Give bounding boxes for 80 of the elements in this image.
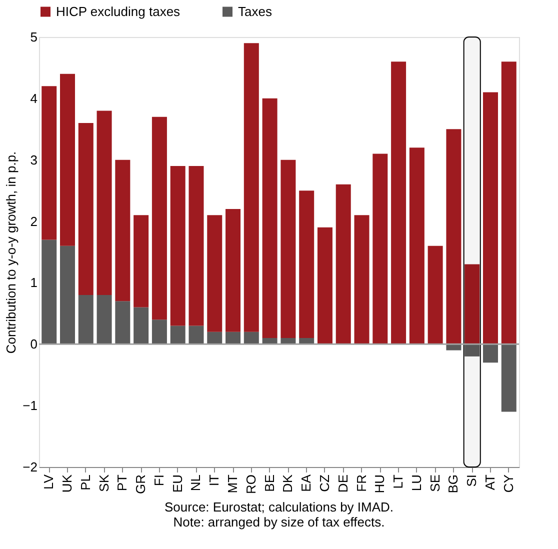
- bar: [207, 332, 222, 344]
- bar: [226, 209, 241, 332]
- bar: [226, 332, 241, 344]
- bar: [501, 344, 516, 412]
- x-tick-label: PL: [78, 474, 93, 490]
- y-axis-title: Contribution to y-o-y growth, in p.p.: [4, 151, 19, 354]
- bar: [170, 326, 186, 344]
- x-tick-label: LT: [390, 474, 406, 489]
- bar: [464, 264, 480, 344]
- x-tick-label: FI: [151, 474, 166, 486]
- x-tick-label: SE: [427, 474, 442, 492]
- bar: [78, 123, 94, 295]
- bar: [428, 246, 443, 344]
- bar: [446, 129, 462, 344]
- x-tick-label: CY: [500, 474, 516, 493]
- bar: [96, 295, 112, 344]
- y-tick-label: 0: [30, 336, 38, 352]
- bar: [244, 43, 259, 332]
- x-tick-label: SK: [96, 474, 112, 492]
- bar: [244, 332, 259, 344]
- x-tick-label: DK: [280, 474, 296, 493]
- bar: [482, 344, 498, 363]
- bar: [299, 190, 314, 338]
- legend-label: HICP excluding taxes: [56, 4, 181, 19]
- x-tick-label: LU: [408, 474, 424, 492]
- bar: [115, 301, 130, 344]
- bar: [188, 166, 204, 326]
- bar: [170, 166, 186, 326]
- y-tick-label: 4: [30, 90, 38, 106]
- text: Note: arranged by size of tax effects.: [173, 514, 385, 530]
- y-tick-label: 5: [30, 30, 38, 44]
- bar: [409, 148, 424, 344]
- bar: [391, 62, 406, 344]
- x-tick-label: IT: [206, 474, 222, 486]
- x-tick-label: EA: [298, 474, 314, 492]
- x-tick-label: DE: [335, 474, 350, 493]
- y-tick-label: 3: [30, 152, 38, 168]
- y-tick-label: 1: [30, 275, 38, 290]
- bar: [354, 215, 370, 344]
- bar: [60, 74, 76, 246]
- bar: [464, 344, 480, 356]
- bar: [501, 62, 516, 344]
- y-tick-label: −2: [22, 460, 38, 474]
- x-tick-label: BE: [262, 474, 277, 492]
- bar: [317, 227, 332, 344]
- x-tick-label: AT: [482, 474, 498, 490]
- bar: [482, 92, 498, 344]
- bar: [78, 295, 94, 344]
- bar: [280, 160, 296, 338]
- bar: [336, 184, 351, 344]
- bar: [42, 240, 57, 344]
- x-tick-label: BG: [446, 474, 461, 494]
- bar: [115, 160, 130, 302]
- x-tick-label: PT: [114, 474, 130, 492]
- legend-label: Taxes: [238, 4, 272, 19]
- x-tick-label: UK: [60, 474, 75, 493]
- x-tick-label: SI: [464, 474, 480, 487]
- x-tick-label: RO: [243, 474, 258, 494]
- bar: [42, 86, 57, 240]
- x-tick-label: MT: [225, 474, 240, 494]
- x-tick-label: CZ: [316, 474, 332, 492]
- bar: [188, 326, 204, 344]
- x-tick-label: FR: [354, 474, 369, 492]
- y-tick-label: 2: [30, 214, 38, 229]
- bar: [96, 110, 112, 295]
- bar: [134, 307, 149, 344]
- bar: [152, 320, 167, 344]
- bar: [60, 246, 76, 344]
- bar: [134, 215, 149, 308]
- bar: [152, 116, 167, 320]
- x-tick-label: EU: [170, 474, 185, 493]
- bar: [262, 98, 278, 338]
- x-tick-label: HU: [372, 474, 388, 494]
- source-note: Source: Eurostat; calculations by IMAD.: [164, 500, 394, 514]
- bar: [207, 215, 222, 332]
- x-tick-label: LV: [41, 474, 56, 490]
- x-tick-label: NL: [188, 474, 204, 492]
- bar: [372, 154, 388, 344]
- x-tick-label: GR: [133, 474, 148, 494]
- y-tick-label: −1: [22, 398, 38, 414]
